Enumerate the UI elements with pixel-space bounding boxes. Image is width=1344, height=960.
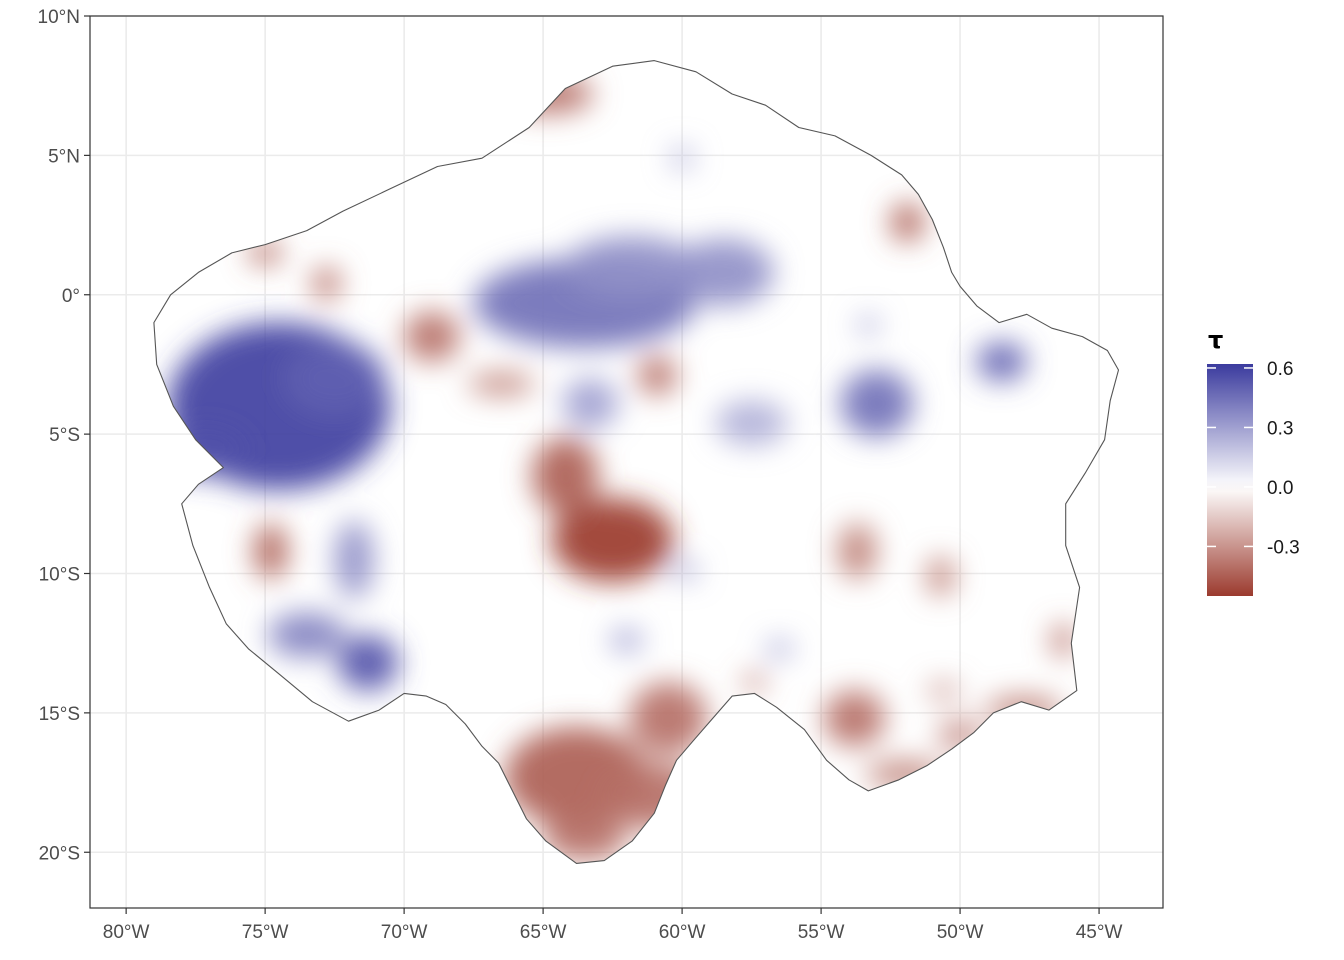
panel-border — [89, 15, 1164, 909]
x-tick-label: 55°W — [798, 922, 845, 943]
x-tick-label: 70°W — [381, 922, 428, 943]
negative-tau-region — [531, 436, 599, 515]
negative-tau-region — [1051, 623, 1075, 658]
positive-tau-region — [715, 400, 788, 446]
legend-tick-label: 0.6 — [1267, 359, 1293, 380]
x-tick-label: 50°W — [937, 922, 984, 943]
positive-tau-region — [840, 370, 913, 437]
legend: τ 0.6 0.3 0.0 -0.3 — [1207, 326, 1300, 596]
positive-tau-region — [337, 634, 399, 691]
y-tick-label: 20°S — [39, 843, 80, 864]
legend-title: τ — [1208, 326, 1223, 354]
positive-tau-region — [565, 236, 699, 298]
x-tick-label: 65°W — [520, 922, 567, 943]
negative-tau-region — [551, 498, 674, 582]
positive-tau-region — [609, 629, 644, 652]
x-axis: 80°W 75°W 70°W 65°W 60°W 55°W 50°W 45°W — [103, 908, 1123, 943]
positive-tau-region — [670, 562, 699, 580]
legend-ticks: 0.6 0.3 0.0 -0.3 — [1207, 359, 1300, 558]
y-axis: 10°N 5°N 0° 5°S 10°S 15°S 20°S — [38, 7, 90, 864]
x-tick-label: 75°W — [242, 922, 289, 943]
negative-tau-region — [926, 682, 961, 699]
negative-tau-region — [468, 372, 535, 396]
negative-tau-region — [890, 202, 924, 242]
x-tick-label: 45°W — [1076, 922, 1123, 943]
negative-tau-region — [743, 673, 766, 691]
positive-tau-region — [562, 378, 619, 429]
legend-colorbar — [1207, 364, 1253, 596]
negative-tau-region — [837, 523, 877, 580]
positive-tau-region — [267, 612, 346, 658]
legend-tick-label: -0.3 — [1267, 537, 1300, 558]
positive-tau-region — [857, 317, 880, 334]
positive-tau-region — [976, 342, 1027, 382]
y-tick-label: 0° — [62, 286, 80, 307]
x-tick-label: 80°W — [103, 922, 150, 943]
y-tick-label: 5°N — [48, 146, 80, 167]
negative-tau-region — [248, 241, 282, 265]
positive-tau-region — [765, 640, 794, 658]
negative-tau-region — [254, 523, 288, 580]
x-tick-label: 60°W — [659, 922, 706, 943]
negative-tau-region — [404, 311, 460, 362]
y-tick-label: 10°N — [38, 7, 80, 28]
negative-tau-region — [823, 690, 886, 747]
positive-tau-region — [673, 239, 774, 306]
y-tick-label: 15°S — [39, 704, 80, 725]
negative-tau-region — [543, 816, 627, 861]
positive-tau-region — [670, 147, 694, 170]
legend-tick-label: 0.0 — [1267, 478, 1293, 499]
y-tick-label: 10°S — [39, 565, 80, 586]
negative-tau-region — [637, 356, 677, 396]
y-tick-label: 5°S — [49, 425, 80, 446]
positive-tau-region — [284, 342, 385, 415]
positive-tau-region — [334, 520, 374, 599]
legend-tick-label: 0.3 — [1267, 418, 1293, 439]
negative-tau-region — [926, 556, 955, 596]
negative-tau-region — [629, 682, 708, 755]
negative-tau-region — [312, 266, 341, 301]
amazon-basin-outline — [153, 60, 1120, 864]
